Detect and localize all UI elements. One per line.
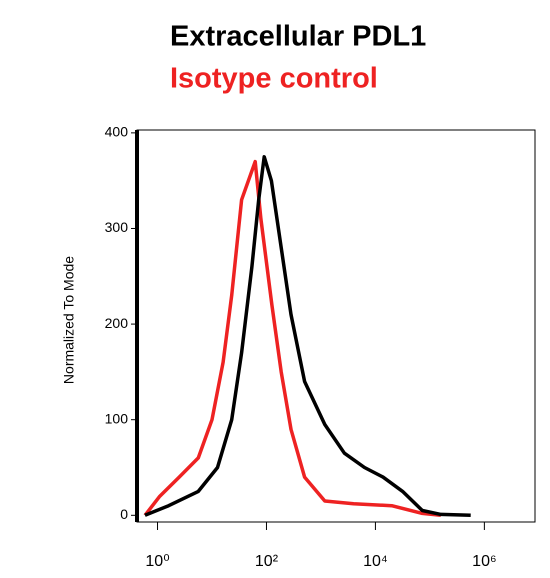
x-tick-label: 10⁰ <box>145 553 169 570</box>
x-tick-label: 10⁶ <box>472 553 496 570</box>
y-tick-label: 300 <box>105 219 129 235</box>
legend-entry: Isotype control <box>170 63 378 95</box>
plot-frame <box>136 129 536 523</box>
series-line <box>143 159 441 518</box>
x-tick-label: 10⁴ <box>363 553 388 570</box>
x-tick-label: 10² <box>255 553 279 570</box>
legend-entry: Extracellular PDL1 <box>170 21 426 53</box>
y-axis-label: Normalized To Mode <box>61 256 77 384</box>
y-tick-label: 100 <box>105 410 129 426</box>
series-line <box>144 155 471 518</box>
y-tick-label: 400 <box>105 124 129 140</box>
y-tick-label: 200 <box>105 315 129 331</box>
y-tick-label: 0 <box>120 506 128 522</box>
